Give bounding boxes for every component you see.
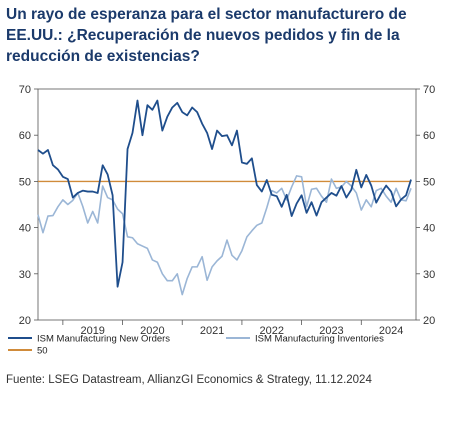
chart-legend: ISM Manufacturing New Orders ISM Manufact… — [8, 334, 384, 357]
x-tick-label: 2020 — [140, 325, 164, 337]
chart-series — [37, 99, 412, 296]
x-tick-label: 2019 — [80, 325, 104, 337]
x-tick-label: 2023 — [319, 325, 343, 337]
y-tick-label-right: 30 — [423, 269, 435, 281]
x-tick-label: 2021 — [200, 325, 224, 337]
x-tick-label: 2024 — [379, 325, 403, 337]
source-note: Fuente: LSEG Datastream, AllianzGI Econo… — [6, 374, 372, 386]
y-tick-label-right: 60 — [423, 130, 435, 142]
plot-frame — [37, 88, 417, 321]
y-tick-label-right: 50 — [423, 176, 435, 188]
y-tick-label-right: 40 — [423, 223, 435, 235]
y-tick-label-right: 70 — [423, 84, 435, 96]
legend-item-new-orders-label: ISM Manufacturing New Orders — [37, 334, 170, 345]
y-tick-label-right: 20 — [423, 315, 435, 327]
y-tick-label-left: 50 — [19, 176, 31, 188]
legend-item-50-label: 50 — [37, 346, 48, 357]
y-tick-label-left: 20 — [19, 315, 31, 327]
series-line-inventories — [37, 175, 412, 296]
x-tick-label: 2022 — [260, 325, 284, 337]
chart-title: Un rayo de esperanza para el sector manu… — [6, 6, 407, 65]
y-tick-label-left: 60 — [19, 130, 31, 142]
y-tick-label-left: 70 — [19, 84, 31, 96]
legend-item-inventories-label: ISM Manufacturing Inventories — [255, 334, 384, 345]
series-line-new-orders — [37, 99, 412, 288]
y-tick-label-left: 40 — [19, 223, 31, 235]
y-tick-label-left: 30 — [19, 269, 31, 281]
